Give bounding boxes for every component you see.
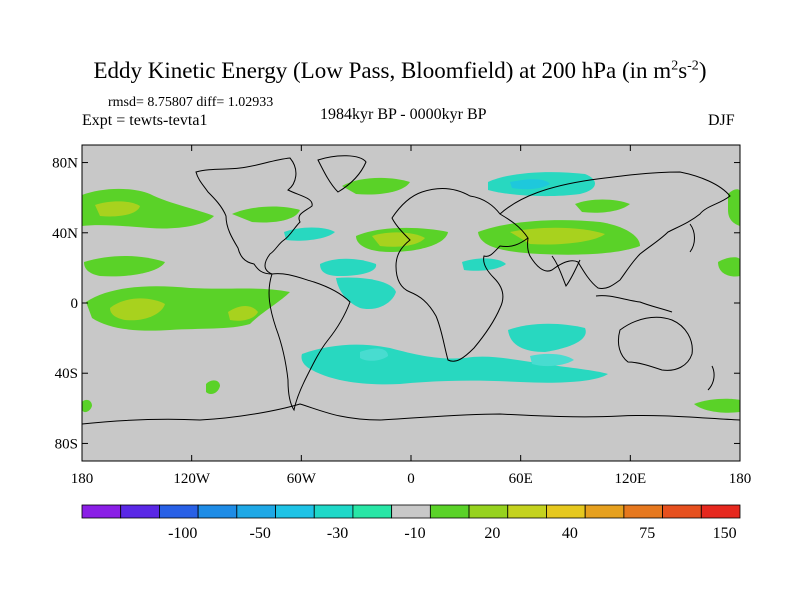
coastline-south-america: [268, 273, 351, 412]
coastline-new-zealand: [707, 365, 715, 391]
coastline-indonesia: [595, 295, 673, 313]
colorbar-box: [546, 504, 586, 519]
anomaly-patch: [718, 257, 740, 277]
anomaly-patch: [228, 306, 258, 321]
y-tick-label: 0: [71, 296, 79, 312]
anomaly-patch: [360, 348, 388, 361]
anomaly-patch: [462, 258, 506, 271]
colorbar-label: -10: [404, 525, 425, 542]
period-label: 1984kyr BP - 0000kyr BP: [320, 106, 487, 123]
colorbar-box: [313, 504, 354, 519]
colorbar-box: [662, 504, 702, 519]
x-tick-label: 60W: [287, 471, 317, 487]
y-tick-label: 80S: [55, 436, 78, 452]
y-tick-label: 40S: [55, 366, 78, 382]
anomaly-patch: [84, 256, 165, 277]
colorbar-box: [236, 504, 276, 519]
anomaly-patch: [508, 323, 586, 352]
colorbar-box: [623, 504, 663, 519]
coastline-eurasia-africa: [391, 188, 529, 362]
anomaly-patch: [510, 179, 550, 190]
colorbar-label: -100: [168, 525, 197, 542]
colorbar-label: -30: [327, 525, 348, 542]
colorbar-box: [468, 504, 509, 519]
colorbar-box: [352, 504, 393, 519]
colorbar-box: [120, 504, 160, 519]
x-tick-label: 180: [729, 471, 752, 487]
anomaly-patch: [232, 206, 300, 223]
anomaly-patch: [372, 232, 425, 247]
colorbar-box: [197, 504, 238, 519]
coastline-north-america: [195, 157, 313, 275]
colorbar-box: [507, 504, 547, 519]
anomaly-patch: [95, 201, 140, 217]
anomaly-patch: [320, 258, 377, 276]
axis-tick-labels: 80N 40N 0 40S 80S 180 120W 60W 0 60E 120E 180: [52, 156, 751, 487]
y-tick-label: 40N: [52, 226, 78, 242]
anomaly-patch: [510, 227, 605, 245]
anomaly-patch: [694, 398, 740, 413]
x-tick-label: 120E: [614, 471, 646, 487]
anomaly-patch: [336, 277, 396, 310]
colorbar-box: [584, 504, 625, 519]
experiment-label: Expt = tewts-tevta1: [82, 112, 208, 129]
colorbar-box: [275, 504, 315, 519]
colorbar-label: -50: [250, 525, 271, 542]
coastline-australia: [617, 316, 693, 371]
coastline-japan: [689, 223, 695, 253]
y-tick-label: 80N: [52, 156, 78, 172]
x-tick-label: 60E: [509, 471, 533, 487]
chart-title: Eddy Kinetic Energy (Low Pass, Bloomfiel…: [93, 58, 707, 83]
colorbar-box: [700, 504, 741, 519]
stats-label: rmsd= 8.75807 diff= 1.02933: [108, 95, 274, 110]
anomaly-patch: [284, 227, 335, 241]
colorbar-label: 40: [562, 525, 578, 542]
x-tick-label: 120W: [173, 471, 211, 487]
anomaly-patch: [530, 353, 574, 367]
anomaly-patch: [82, 399, 92, 413]
coastline-antarctica: [82, 403, 740, 425]
anomaly-patch: [82, 188, 214, 229]
x-tick-label: 180: [71, 471, 94, 487]
colorbar-label: 20: [484, 525, 500, 542]
coastline-asia: [499, 171, 731, 289]
season-label: DJF: [708, 112, 735, 129]
coastlines: [82, 155, 740, 425]
colorbar-label: 150: [713, 525, 737, 542]
anomaly-field: [82, 172, 740, 413]
colorbar-box: [159, 504, 199, 519]
colorbar-box: [391, 504, 431, 519]
anomaly-patch: [342, 177, 410, 195]
anomaly-patch: [575, 199, 630, 213]
anomaly-patch: [206, 380, 220, 394]
colorbar-label: 75: [639, 525, 655, 542]
anomaly-patch: [110, 298, 165, 321]
coastline-india: [551, 255, 581, 288]
anomaly-patch: [728, 189, 740, 226]
axis-ticks: [81, 145, 741, 461]
colorbar-box: [81, 504, 122, 519]
x-tick-label: 0: [407, 471, 415, 487]
colorbar-box: [429, 504, 470, 519]
colorbar: -100 -50 -30 -10 20 40 75 150: [81, 504, 741, 542]
coastline-greenland: [317, 155, 367, 193]
